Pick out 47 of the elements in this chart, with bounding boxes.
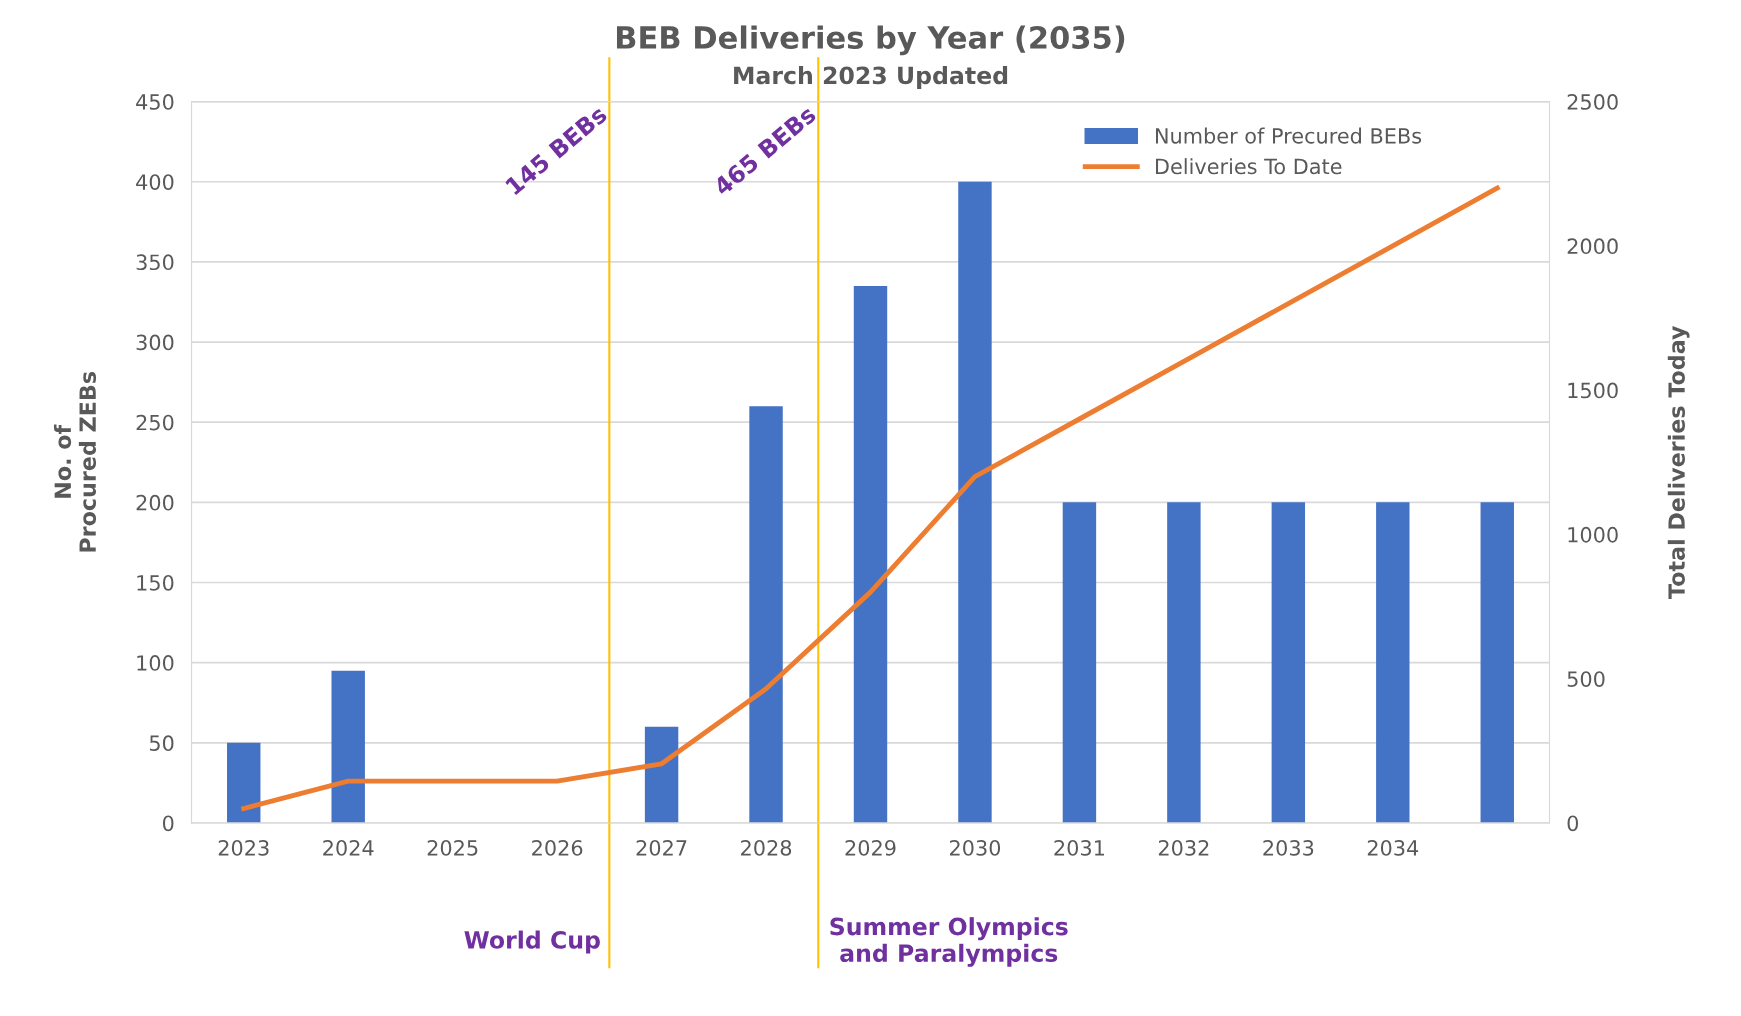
bar xyxy=(958,181,992,823)
y-tick-label: 0 xyxy=(162,815,174,832)
x-tick-label: 2031 xyxy=(1054,839,1105,856)
text: World Cup xyxy=(464,930,600,954)
y2-tick-label: 1000 xyxy=(1568,526,1618,543)
x-tick-label: 2034 xyxy=(1367,839,1419,856)
bar xyxy=(1271,502,1306,823)
legend-label: Number of Precured BEBs xyxy=(1155,127,1422,144)
legend-label: Deliveries To Date xyxy=(1155,158,1342,175)
y-tick-label: 100 xyxy=(137,655,174,671)
y-axis-title: No. of Procured ZEBs xyxy=(53,372,97,552)
y-tick-label: 250 xyxy=(136,414,174,431)
y-tick-label: 50 xyxy=(149,735,174,752)
bar xyxy=(1480,502,1514,823)
text: Summer Olympics and Paralympics xyxy=(830,917,1068,967)
x-tick-label: 2029 xyxy=(845,839,896,856)
chart-subtitle: March 2023 Updated xyxy=(734,66,1008,89)
bar xyxy=(1167,502,1201,823)
bar xyxy=(853,285,888,823)
y-tick-label: 300 xyxy=(136,334,174,351)
y-tick-label: 400 xyxy=(136,174,174,190)
y2-tick-label: 2000 xyxy=(1567,238,1618,255)
y2-tick-label: 500 xyxy=(1567,671,1605,687)
x-tick-label: 2023 xyxy=(218,839,269,856)
y-tick-label: 450 xyxy=(136,94,174,110)
bar xyxy=(331,670,365,823)
x-tick-label: 2027 xyxy=(636,839,687,856)
bar xyxy=(1376,502,1410,823)
y2-tick-label: 2500 xyxy=(1567,94,1618,110)
y2-tick-label: 0 xyxy=(1567,815,1579,832)
x-tick-label: 2026 xyxy=(532,839,583,856)
y2-tick-label: 1500 xyxy=(1568,382,1618,399)
x-tick-label: 2033 xyxy=(1263,839,1314,856)
y2-axis-title: Total Deliveries Today xyxy=(1667,325,1690,599)
chart-title: BEB Deliveries by Year (2035) xyxy=(616,25,1125,56)
bar xyxy=(749,406,783,823)
x-tick-label: 2024 xyxy=(323,839,374,856)
bar xyxy=(1062,502,1097,823)
x-tick-label: 2032 xyxy=(1158,839,1209,856)
bar xyxy=(227,742,261,823)
x-tick-label: 2030 xyxy=(949,839,1001,856)
x-tick-label: 2025 xyxy=(427,839,478,856)
y-tick-label: 150 xyxy=(137,574,174,591)
y-tick-label: 350 xyxy=(136,254,174,271)
bar xyxy=(644,726,679,823)
y-tick-label: 200 xyxy=(136,494,174,511)
x-tick-label: 2028 xyxy=(741,839,792,856)
